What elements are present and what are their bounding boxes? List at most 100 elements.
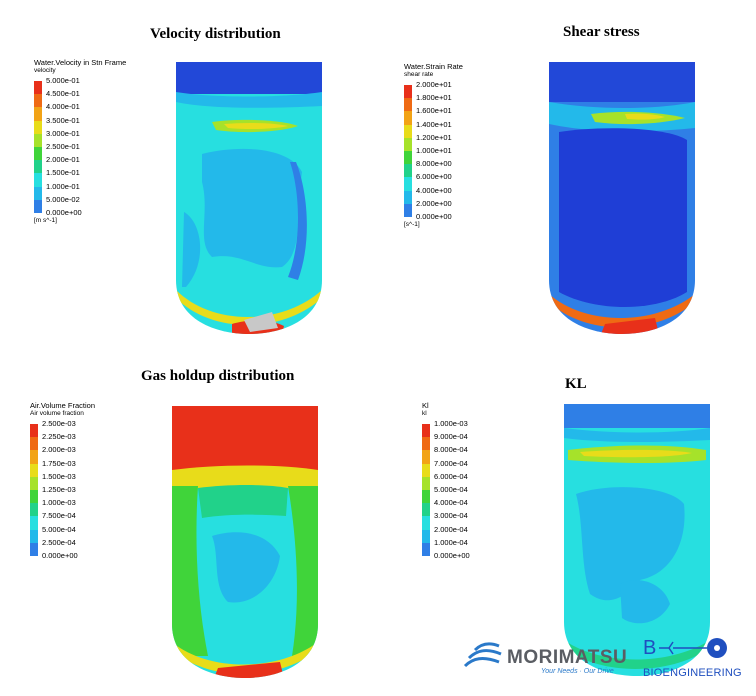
colorbar-tick-label: 3.500e-01 <box>46 115 80 125</box>
colorbar-tick-label: 1.400e+01 <box>416 119 452 129</box>
colorbar-segment <box>404 151 412 165</box>
colorbar-segment <box>34 94 42 108</box>
colorbar-segment <box>30 529 38 544</box>
colorbar-tick-label: 1.000e+01 <box>416 146 452 155</box>
colorbar-tick-label: 0.000e+00 <box>46 208 82 217</box>
headspace-region <box>176 62 322 94</box>
colorbar-tick-label: 1.500e-01 <box>46 168 80 178</box>
legend-gas: Air.Volume Fraction Air volume fraction 2.… <box>30 402 160 566</box>
legend-subtitle: velocity <box>34 67 56 74</box>
colorbar-tick-label: 5.000e-02 <box>46 194 80 204</box>
colorbar-tick-label: 1.750e-03 <box>42 458 76 468</box>
legend-subtitle: kl <box>422 410 427 417</box>
legend-title: Water.Strain Rate <box>404 62 463 71</box>
colorbar-segment <box>30 503 38 517</box>
legend-kl: Kl kl 1.000e-03 9.000e-04 8.000e-04 7.000e-04… <box>422 402 552 566</box>
svg-text:B: B <box>643 637 656 659</box>
colorbar-tick-label: 1.200e+01 <box>416 132 452 142</box>
legend-title: Kl <box>422 401 429 410</box>
colorbar-segment <box>34 81 42 95</box>
colorbar-tick-label: 2.000e+01 <box>416 80 452 89</box>
colorbar-segment <box>422 450 430 465</box>
colorbar-segment <box>34 107 42 122</box>
colorbar-segment <box>30 476 38 491</box>
colorbar-segment <box>422 424 430 438</box>
morimatsu-logo-icon <box>463 642 502 668</box>
colorbar-tick-label: 2.250e-03 <box>42 432 76 442</box>
colorbar-tick-label: 1.000e-04 <box>434 537 468 547</box>
colorbar-segment <box>34 160 42 174</box>
colorbar-segment <box>404 164 412 178</box>
colorbar-tick-label: 6.000e+00 <box>416 172 452 182</box>
contour-plot-gas <box>172 406 318 678</box>
colorbar-tick-label: 2.000e-03 <box>42 445 76 455</box>
legend-title: Air.Volume Fraction <box>30 401 96 410</box>
colorbar-tick-label: 8.000e-04 <box>434 445 468 455</box>
colorbar-segment <box>34 120 42 135</box>
colorbar-segment <box>404 98 412 112</box>
legend-subtitle: Air volume fraction <box>30 410 84 417</box>
colorbar-segment <box>30 516 38 531</box>
colorbar: 2.000e+01 1.800e+01 1.600e+01 1.400e+01 1.20… <box>404 80 534 228</box>
colorbar-tick-label: 4.000e+00 <box>416 185 452 195</box>
colorbar-segment <box>422 476 430 491</box>
colorbar-tick-label: 2.500e-03 <box>42 419 76 428</box>
legend-subtitle: shear rate <box>404 71 434 78</box>
colorbar-tick-label: 0.000e+00 <box>42 551 78 560</box>
colorbar-segment <box>30 424 38 438</box>
colorbar: 5.000e-01 4.500e-01 4.000e-01 3.500e-01 3.00… <box>34 76 164 224</box>
colorbar-tick-label: 7.500e-04 <box>42 511 76 521</box>
colorbar-tick-label: 5.000e-01 <box>46 76 80 85</box>
colorbar-tick-label: 6.000e-04 <box>434 471 468 481</box>
colorbar-segment <box>34 173 42 188</box>
colorbar-segment <box>404 124 412 139</box>
colorbar-tick-label: 4.000e-04 <box>434 498 468 508</box>
colorbar: 1.000e-03 9.000e-04 8.000e-04 7.000e-04 6.00… <box>422 420 552 566</box>
colorbar-tick-label: 3.000e-01 <box>46 128 80 138</box>
colorbar-segment <box>404 203 412 218</box>
colorbar-segment <box>404 85 412 99</box>
colorbar-tick-label: 2.500e-01 <box>46 142 80 151</box>
colorbar-segment <box>34 186 42 201</box>
colorbar-tick-label: 2.000e-01 <box>46 155 80 165</box>
colorbar-segment <box>422 529 430 544</box>
colorbar-segment <box>422 463 430 478</box>
colorbar-segment <box>422 503 430 517</box>
colorbar-tick-label: 3.000e-04 <box>434 511 468 521</box>
colorbar-tick-label: 1.800e+01 <box>416 93 452 103</box>
colorbar-segment <box>404 177 412 192</box>
colorbar-segment <box>422 437 430 451</box>
colorbar-tick-label: 5.000e-04 <box>42 524 76 534</box>
panel-title-shear: Shear stress <box>563 24 640 40</box>
colorbar-tick-label: 7.000e-04 <box>434 458 468 468</box>
panel-title-gas: Gas holdup distribution <box>141 368 295 384</box>
colorbar-tick-label: 5.000e-04 <box>434 485 468 494</box>
colorbar: 2.500e-03 2.250e-03 2.000e-03 1.750e-03 1.50… <box>30 420 160 566</box>
colorbar-tick-label: 1.500e-03 <box>42 471 76 481</box>
panel-title-kl: KL <box>565 376 587 392</box>
legend-shear: Water.Strain Rate shear rate 2.000e+01 1.80… <box>404 62 534 228</box>
colorbar-segment <box>30 542 38 557</box>
colorbar-tick-label: 1.000e-03 <box>434 419 468 428</box>
colorbar-tick-label: 1.600e+01 <box>416 106 452 116</box>
legend-velocity: Water.Velocity in Stn Frame velocity 5.000… <box>34 59 164 224</box>
colorbar-segment <box>422 490 430 504</box>
bioengineering-logo-icon: B <box>643 637 727 659</box>
colorbar-tick-label: 1.000e-01 <box>46 181 80 191</box>
contour-plot-shear <box>549 62 695 334</box>
colorbar-tick-label: 2.000e-04 <box>434 524 468 534</box>
colorbar-tick-label: 4.000e-01 <box>46 102 80 112</box>
colorbar-segment <box>34 199 42 214</box>
panel-title-velocity: Velocity distribution <box>150 26 281 42</box>
colorbar-segment <box>404 190 412 205</box>
colorbar-tick-label: 1.250e-03 <box>42 485 76 494</box>
colorbar-segment <box>30 437 38 451</box>
colorbar-segment <box>34 133 42 148</box>
colorbar-segment <box>404 137 412 152</box>
colorbar-tick-label: 0.000e+00 <box>434 551 470 560</box>
colorbar-segment <box>30 450 38 465</box>
contour-plot-kl <box>564 404 710 676</box>
colorbar-tick-label: 2.000e+00 <box>416 198 452 208</box>
colorbar-tick-label: 2.500e-04 <box>42 537 76 547</box>
colorbar-tick-label: 9.000e-04 <box>434 432 468 442</box>
